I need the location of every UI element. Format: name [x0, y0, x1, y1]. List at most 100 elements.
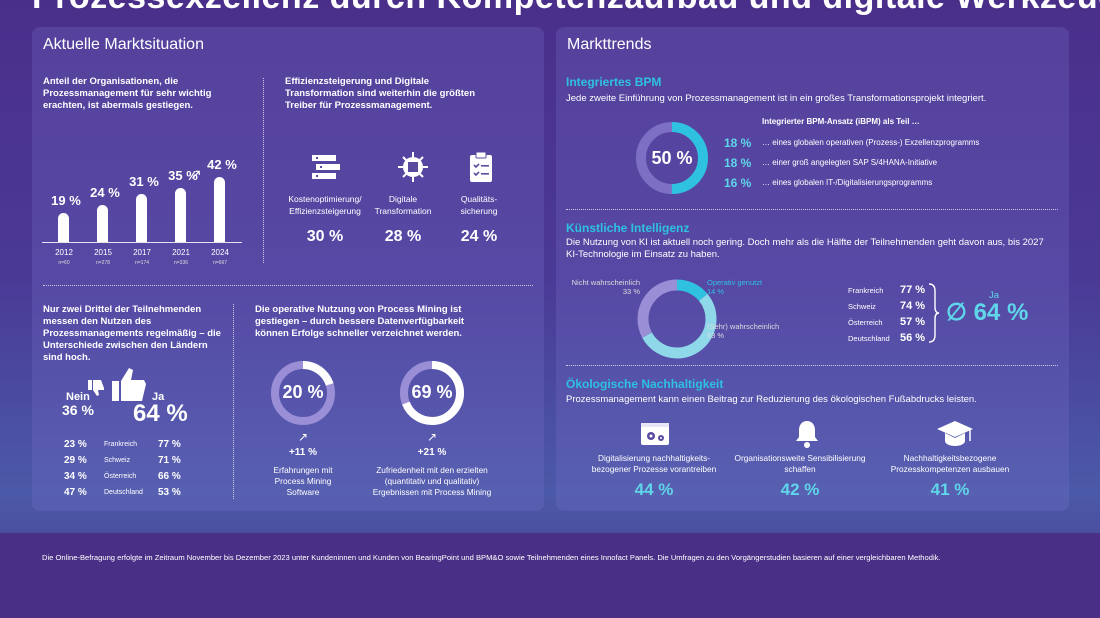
- eco-text: Prozessmanagement kann einen Beitrag zur…: [566, 394, 977, 405]
- ibpm-item-label: … eines globalen operativen (Prozess-) E…: [762, 138, 980, 147]
- ibpm-item-pct: 18 %: [724, 156, 752, 170]
- ibpm-donut-pct: 50 %: [651, 148, 693, 168]
- eco-item-pct: 42 %: [780, 480, 820, 499]
- divider: [566, 209, 1058, 210]
- ibpm-item-pct: 18 %: [724, 136, 752, 150]
- ja-pct: 64 %: [133, 400, 188, 427]
- share-bar: [214, 176, 225, 242]
- share-bar-n: n=60: [58, 260, 70, 266]
- driver-label: Qualitäts- sicherung: [460, 194, 498, 216]
- ibpm-item-label: … eines globalen IT-/Digitalisierungspro…: [762, 178, 933, 187]
- mining-arrow-icon: ↗: [426, 430, 438, 444]
- share-bar-year: 2017: [133, 248, 151, 257]
- share-bar-year: 2012: [55, 248, 73, 257]
- benefit-row-left: 34 %: [64, 471, 87, 482]
- ibpm-list-title: Integrierter BPM-Ansatz (iBPM) als Teil …: [762, 117, 920, 126]
- clipboard-icon: [468, 151, 494, 188]
- eco-title: Ökologische Nachhaltigkeit: [566, 377, 724, 391]
- ibpm-item-pct: 16 %: [724, 176, 752, 190]
- benefit-row-left: 47 %: [64, 487, 87, 498]
- share-bar: [136, 193, 147, 242]
- driver-label: Kostenoptimierung/ Effizienzsteigerung: [288, 194, 362, 216]
- ja-label: Ja: [152, 391, 165, 403]
- footer-text: Die Online-Befragung erfolgte im Zeitrau…: [42, 553, 941, 562]
- ki-title: Künstliche Intelligenz: [566, 221, 690, 235]
- settings-screen-icon: [640, 421, 670, 454]
- share-bar-n: n=174: [134, 260, 150, 266]
- ki-segment-label: Operativ genutzt: [707, 278, 763, 287]
- benefit-row-right: 77 %: [158, 439, 181, 450]
- mining-donut-arc: [271, 361, 335, 425]
- driver-pct: 30 %: [306, 228, 344, 245]
- trend-arrow-icon: ↗: [190, 166, 202, 182]
- mining-donut: [271, 361, 335, 425]
- drivers-text: Effizienzsteigerung und Digitale Transfo…: [285, 76, 476, 111]
- benefit-row-country: Österreich: [104, 473, 137, 480]
- ki-country-pct: 77 %: [900, 284, 926, 296]
- driver-label: Digitale Transformation: [374, 194, 432, 216]
- ibpm-donut-arc: [636, 122, 708, 194]
- ki-donut-segment: [637, 279, 717, 359]
- share-bar-year: 2024: [211, 248, 229, 257]
- benefit-row-country: Frankreich: [104, 441, 138, 448]
- share-bar-year: 2015: [94, 248, 112, 257]
- ki-segment-label: Nicht wahrscheinlich: [571, 278, 640, 287]
- benefit-row-left: 23 %: [64, 439, 87, 450]
- page-title: Prozessexzellenz durch Kompetenzaufbau u…: [32, 0, 1100, 17]
- chart-baseline: [42, 242, 242, 243]
- ki-segment-label: (Sehr) wahrscheinlich: [707, 322, 780, 331]
- share-bar-pct: 19 %: [51, 192, 81, 208]
- graduation-cap-icon: [936, 419, 974, 454]
- share-bar: [175, 187, 186, 242]
- ki-segment-pct: 33 %: [622, 287, 640, 296]
- benefit-row-right: 71 %: [158, 455, 181, 466]
- eco-item-pct: 44 %: [634, 480, 674, 499]
- driver-pct: 28 %: [384, 228, 422, 245]
- share-bar-n: n=278: [95, 260, 111, 266]
- mining-arrow-icon: ↗: [297, 430, 309, 444]
- divider: [566, 365, 1058, 366]
- benefit-row-right: 66 %: [158, 471, 181, 482]
- ki-donut-segment: [637, 279, 717, 359]
- ki-text: Die Nutzung von KI ist aktuell noch geri…: [566, 237, 1044, 260]
- ki-avg: ∅ 64 %: [946, 299, 1029, 326]
- share-bar-pct: 24 %: [90, 184, 120, 200]
- mining-label: Zufriedenheit mit den erzielten (quantit…: [372, 465, 492, 497]
- eco-item-label: Digitalisierung nachhaltigkeits- bezogen…: [591, 453, 717, 474]
- share-text: Anteil der Organisationen, die Prozessma…: [43, 76, 212, 111]
- nein-pct: 36 %: [62, 402, 94, 418]
- benefit-row-right: 53 %: [158, 487, 181, 498]
- mining-label: Erfahrungen mit Process Mining Software: [273, 465, 333, 497]
- mining-donut-pct: 69 %: [411, 382, 453, 402]
- eco-item-pct: 41 %: [930, 480, 970, 499]
- eco-item-label: Nachhaltigkeitsbezogene Prozesskompetenz…: [890, 453, 1010, 474]
- mining-delta: +21 %: [417, 447, 447, 458]
- ki-segment-pct: 14 %: [707, 287, 725, 296]
- benefit-text: Nur zwei Drittel der Teilnehmenden messe…: [43, 304, 221, 363]
- ibpm-item-label: … einer groß angelegten SAP S/4HANA-Init…: [762, 158, 938, 167]
- benefit-row-country: Schweiz: [104, 457, 131, 464]
- ki-donut: [637, 279, 717, 359]
- ki-ja-label: Ja: [989, 290, 1000, 301]
- divider: [263, 78, 264, 263]
- ki-country-pct: 57 %: [900, 316, 926, 328]
- share-bar: [97, 204, 108, 242]
- brace-icon: [928, 283, 940, 348]
- mining-donut-pct: 20 %: [282, 382, 324, 402]
- ibpm-donut: [636, 122, 708, 194]
- bell-icon: [793, 419, 821, 454]
- right-panel-heading: Markttrends: [567, 36, 652, 53]
- eco-item-label: Organisationsweite Sensibilisierung scha…: [734, 453, 866, 474]
- ibpm-title: Integriertes BPM: [566, 75, 662, 89]
- share-bar-pct: 35 %: [168, 167, 198, 183]
- mining-delta: +11 %: [288, 447, 318, 458]
- share-bar-n: n=336: [173, 260, 189, 266]
- thumbs-down-icon: [86, 378, 106, 403]
- ibpm-text: Jede zweite Einführung von Prozessmanage…: [566, 93, 987, 104]
- ki-segment-pct: 53 %: [707, 331, 725, 340]
- footer-band: [0, 533, 1100, 618]
- share-bar-chart: 19 % 2012 n=60 24 % 2015 n=278 31 % 2017 n=174 35…: [42, 130, 242, 270]
- nein-label: Nein: [66, 391, 90, 403]
- ki-country: Schweiz: [848, 302, 876, 311]
- share-bar-year: 2021: [172, 248, 190, 257]
